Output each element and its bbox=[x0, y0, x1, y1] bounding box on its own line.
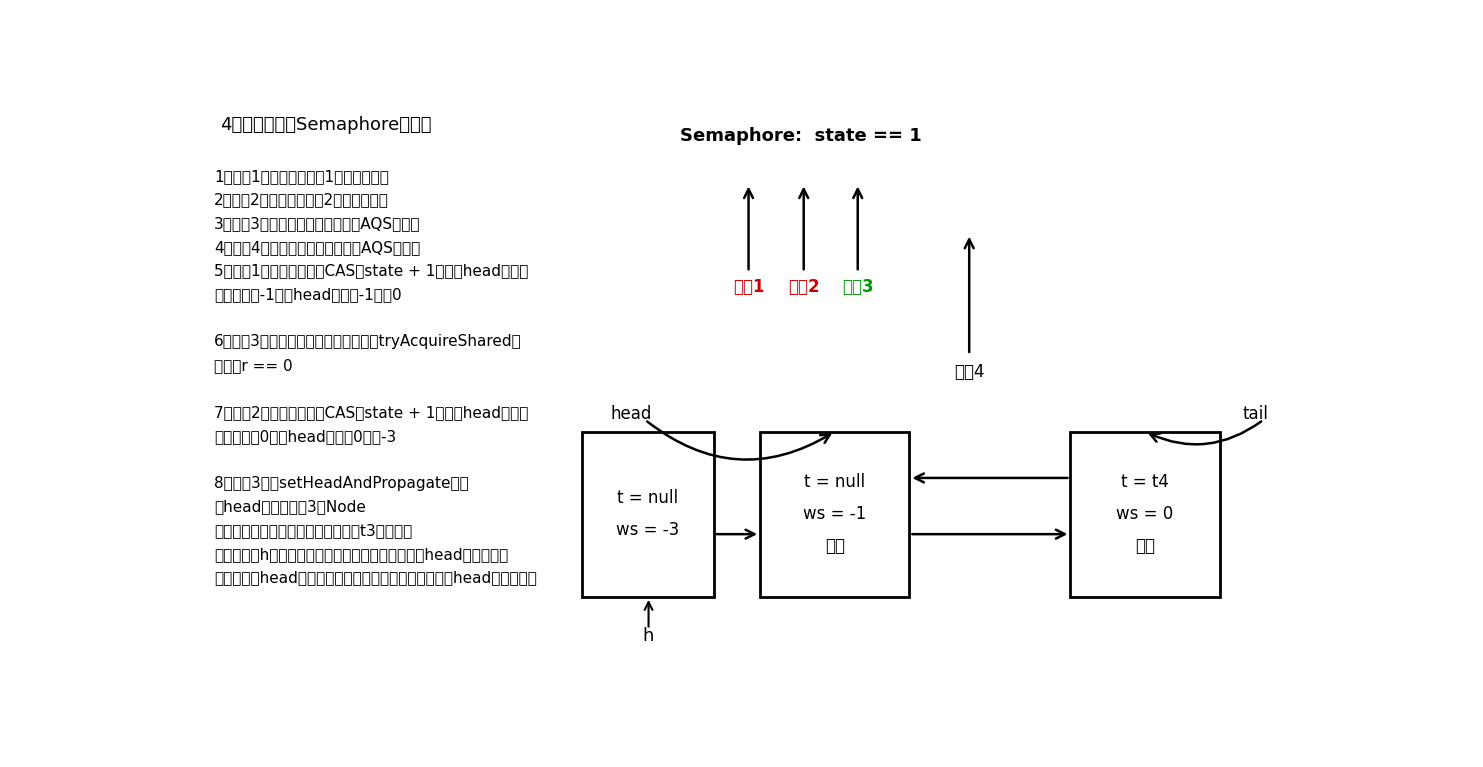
Text: 7、线程2释放资源，基于CAS给state + 1，获取head节点，: 7、线程2释放资源，基于CAS给state + 1，获取head节点， bbox=[214, 405, 528, 420]
Text: head: head bbox=[611, 405, 653, 423]
Bar bbox=[1071, 432, 1221, 597]
Text: 5、线程1释放资源，基于CAS给state + 1，获取head节点，: 5、线程1释放资源，基于CAS给state + 1，获取head节点， bbox=[214, 263, 528, 278]
Text: 线程2: 线程2 bbox=[787, 278, 820, 296]
Text: 查看当前新head节点，状态是否为负数，为负数，唤醒head的后继节点: 查看当前新head节点，状态是否为负数，为负数，唤醒head的后继节点 bbox=[214, 571, 537, 585]
FancyArrowPatch shape bbox=[716, 530, 755, 538]
Bar bbox=[759, 432, 909, 597]
Text: 8、线程3执行setHeadAndPropagate方法: 8、线程3执行setHeadAndPropagate方法 bbox=[214, 476, 469, 491]
Text: t = null
ws = -1
唤醒: t = null ws = -1 唤醒 bbox=[804, 473, 866, 555]
Text: 2、线程2获取资源，线程2获取资源成功: 2、线程2获取资源，线程2获取资源成功 bbox=[214, 193, 389, 207]
Text: 将head设置为线程3的Node: 将head设置为线程3的Node bbox=[214, 499, 366, 515]
Text: h: h bbox=[642, 627, 654, 644]
Text: 线程4: 线程4 bbox=[954, 363, 985, 380]
Text: 6、线程3被唤醒，去竞争锁资源，执行tryAcquireShared，: 6、线程3被唤醒，去竞争锁资源，执行tryAcquireShared， bbox=[214, 334, 522, 349]
Bar bbox=[581, 432, 715, 597]
Text: tail: tail bbox=[1243, 405, 1268, 423]
FancyArrowPatch shape bbox=[1151, 421, 1261, 444]
FancyArrowPatch shape bbox=[647, 422, 830, 459]
Text: 如果状态为0，将head状态从0改为-3: 如果状态为0，将head状态从0改为-3 bbox=[214, 429, 396, 443]
Text: 4个线程在获取Semaphore的资源: 4个线程在获取Semaphore的资源 bbox=[219, 116, 432, 133]
Text: Semaphore:  state == 1: Semaphore: state == 1 bbox=[679, 127, 921, 146]
FancyArrowPatch shape bbox=[912, 530, 1065, 538]
Text: t = null
ws = -3: t = null ws = -3 bbox=[617, 489, 679, 539]
Text: 返回的r == 0: 返回的r == 0 bbox=[214, 357, 292, 373]
Text: 查看是否有资源，如果有，直接唤醒t3后的节点: 查看是否有资源，如果有，直接唤醒t3后的节点 bbox=[214, 523, 412, 538]
Text: 查看之前的h节点，状态是否为负数，为负数，唤醒head的后继节点: 查看之前的h节点，状态是否为负数，为负数，唤醒head的后继节点 bbox=[214, 547, 509, 561]
Text: 3、线程3获取资源，资源不足，到AQS中排队: 3、线程3获取资源，资源不足，到AQS中排队 bbox=[214, 216, 421, 231]
Text: t = t4
ws = 0
唤醒: t = t4 ws = 0 唤醒 bbox=[1117, 473, 1173, 555]
FancyArrowPatch shape bbox=[915, 473, 1068, 482]
Text: 1、线程1获取资源，线程1获取资源成功: 1、线程1获取资源，线程1获取资源成功 bbox=[214, 169, 389, 184]
Text: 线程3: 线程3 bbox=[842, 278, 873, 296]
Text: 4、线程4获取资源，资源不足，到AQS中排队: 4、线程4获取资源，资源不足，到AQS中排队 bbox=[214, 239, 420, 255]
Text: 线程1: 线程1 bbox=[733, 278, 764, 296]
Text: 如果状态为-1，将head状态从-1改为0: 如果状态为-1，将head状态从-1改为0 bbox=[214, 287, 402, 302]
